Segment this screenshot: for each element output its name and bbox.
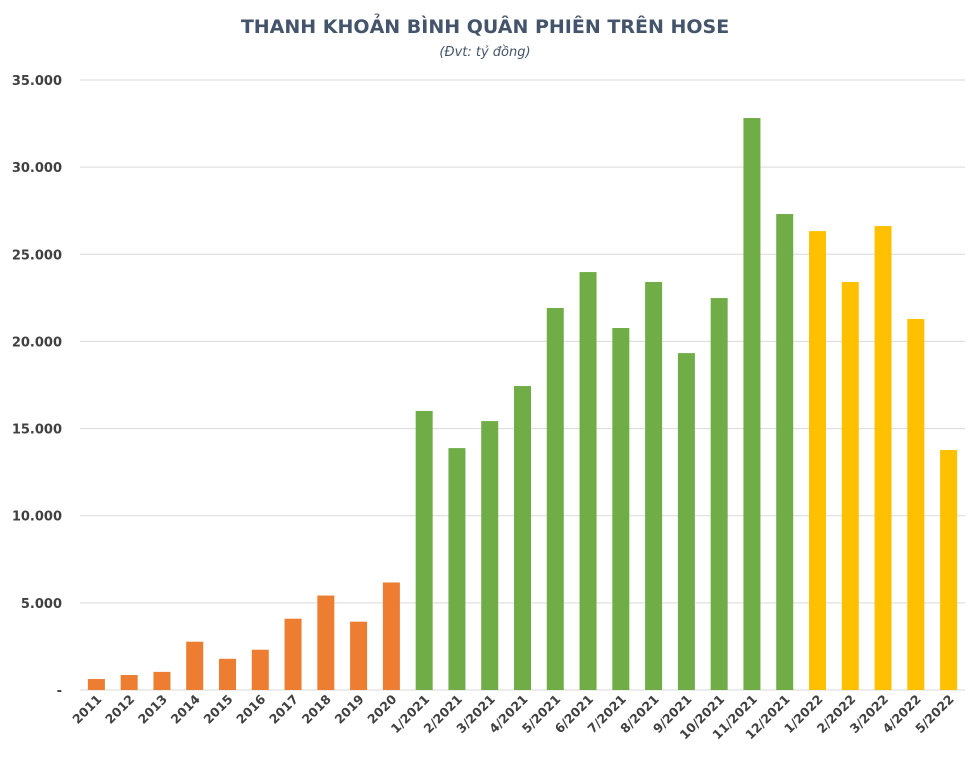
bar-3-2022 bbox=[874, 226, 892, 690]
bar-3-2021 bbox=[481, 421, 499, 690]
bar-7-2021 bbox=[612, 328, 630, 690]
x-tick-label: 2016 bbox=[233, 691, 268, 726]
x-tick-label: 2019 bbox=[332, 692, 367, 727]
bar-2017 bbox=[284, 618, 302, 690]
y-tick-label: 25.000 bbox=[12, 248, 62, 263]
bar-1-2022 bbox=[809, 231, 826, 690]
bar-2012 bbox=[120, 675, 138, 690]
bar-2019 bbox=[350, 621, 368, 690]
y-tick-label: 10.000 bbox=[12, 510, 62, 525]
bar-2011 bbox=[87, 679, 105, 690]
y-axis: - 5.000 10.000 15.000 20.000 25.000 30.000 35.0… bbox=[12, 74, 62, 699]
chart-title: THANH KHOẢN BÌNH QUÂN PHIÊN TRÊN HOSE bbox=[241, 13, 729, 38]
bar-2013 bbox=[153, 671, 171, 690]
x-tick-label: 2018 bbox=[299, 692, 334, 727]
y-tick-label: 30.000 bbox=[12, 161, 62, 176]
bar-9-2021 bbox=[677, 353, 695, 690]
bar-4-2022 bbox=[907, 318, 925, 690]
x-axis: 2011201220132014201520162017201820192020… bbox=[69, 691, 956, 742]
bar-2015 bbox=[219, 658, 236, 690]
bar-5-2021 bbox=[546, 307, 564, 690]
bars bbox=[87, 117, 958, 691]
y-tick-label: 5.000 bbox=[21, 597, 62, 612]
x-tick-label: 2013 bbox=[135, 692, 170, 727]
y-tick-label: 15.000 bbox=[12, 423, 62, 438]
bar-12-2021 bbox=[776, 214, 794, 691]
bar-4-2021 bbox=[514, 386, 531, 690]
x-tick-label: 2015 bbox=[200, 692, 235, 727]
bar-2020 bbox=[382, 582, 400, 690]
y-tick-label: - bbox=[57, 684, 62, 699]
bar-1-2021 bbox=[415, 410, 433, 690]
x-tick-label: 2011 bbox=[69, 692, 104, 727]
x-tick-label: 2014 bbox=[168, 691, 203, 726]
bar-2-2022 bbox=[841, 281, 859, 690]
bar-2018 bbox=[317, 595, 335, 690]
bar-5-2022 bbox=[940, 450, 958, 690]
y-tick-label: 35.000 bbox=[12, 74, 62, 89]
bar-11-2021 bbox=[743, 117, 761, 691]
bar-2014 bbox=[186, 641, 204, 690]
x-tick-label: 2017 bbox=[266, 692, 301, 727]
chart-subtitle: (Đvt: tỷ đồng) bbox=[439, 45, 530, 60]
bar-8-2021 bbox=[645, 281, 663, 690]
y-tick-label: 20.000 bbox=[12, 335, 62, 350]
bar-6-2021 bbox=[579, 272, 597, 690]
bar-10-2021 bbox=[710, 298, 728, 690]
bar-2016 bbox=[251, 649, 269, 690]
x-tick-label: 2012 bbox=[102, 692, 137, 727]
bar-2-2021 bbox=[448, 448, 466, 690]
